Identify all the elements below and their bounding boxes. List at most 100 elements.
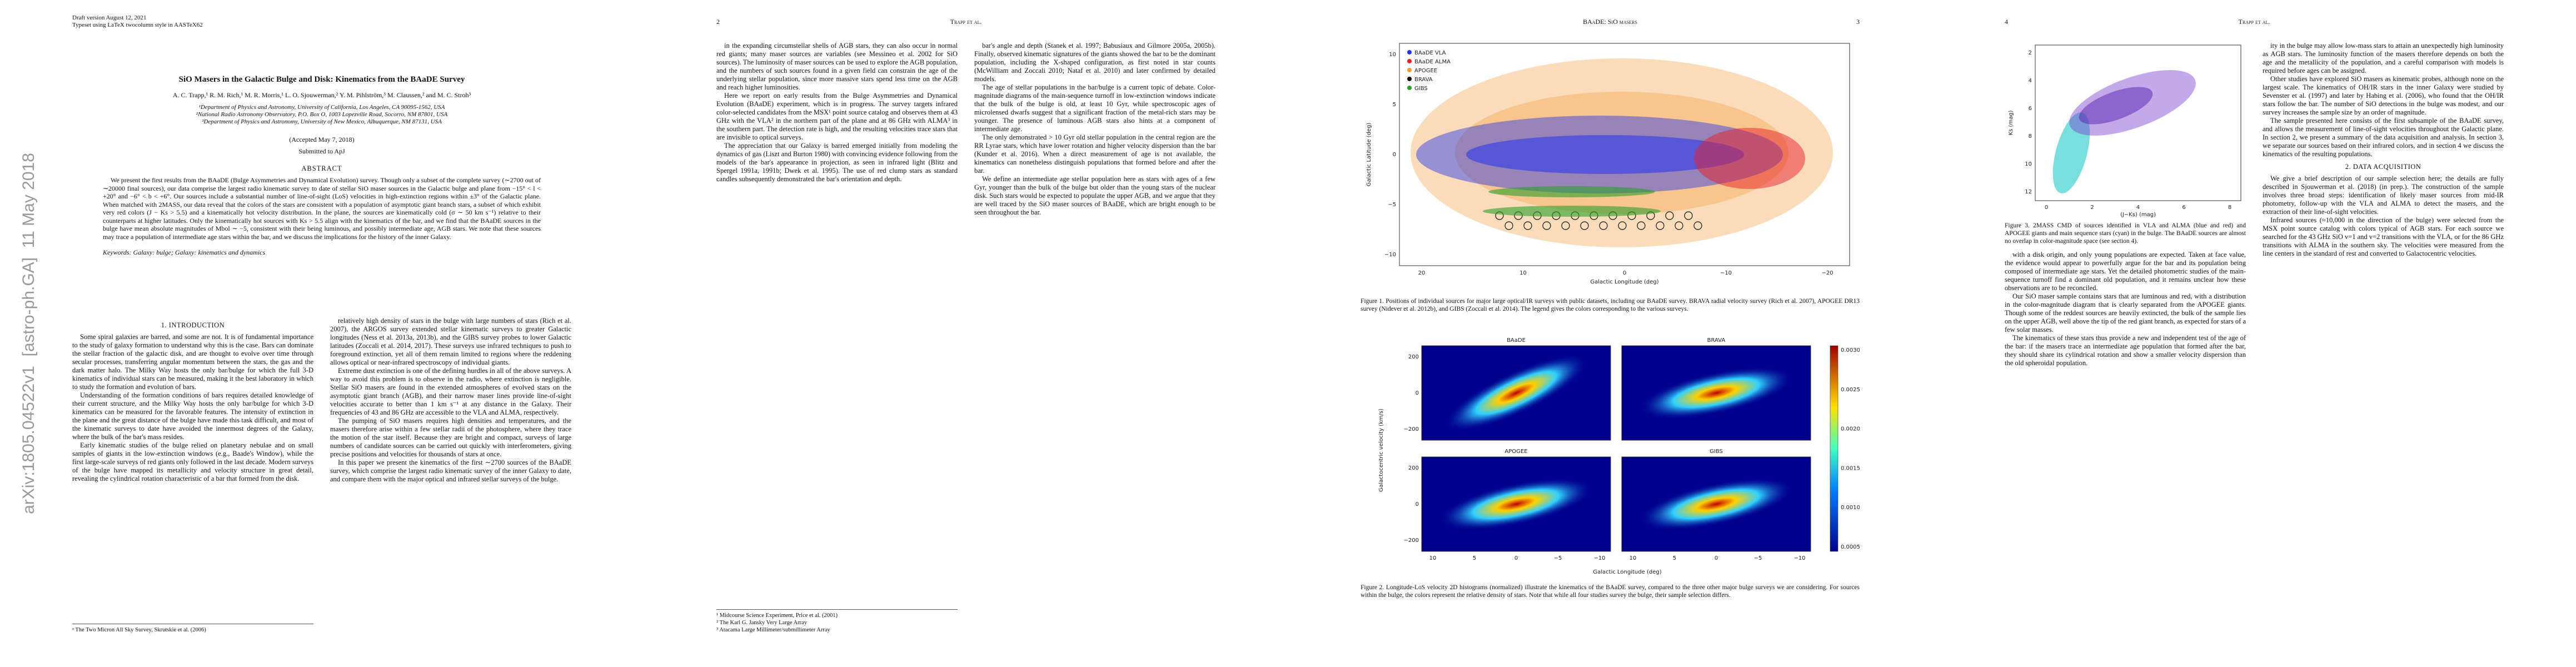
paragraph: Here we report on early results from the…: [716, 92, 958, 141]
running-head: Trapp et al.: [2238, 18, 2270, 26]
field-marker: [1504, 221, 1513, 230]
x-tick-label: 0: [1623, 270, 1626, 276]
legend-label: BRAVA: [1414, 77, 1433, 83]
body-columns: 1. INTRODUCTION Some spiral galaxies are …: [72, 317, 571, 634]
legend-label: GIBS: [1414, 86, 1428, 92]
x-tick-label: 5: [1473, 555, 1476, 561]
field-marker: [1618, 221, 1627, 230]
footnote: ³ Atacama Large Millimeter/submillimeter…: [716, 627, 830, 633]
paragraph: The sample presented here consists of th…: [2263, 117, 2504, 158]
paragraph: We give a brief description of our sampl…: [2263, 175, 2504, 216]
x-tick-label: 20: [1418, 270, 1426, 276]
body-columns: in the expanding circumstellar shells of…: [716, 42, 1215, 634]
figure-caption: Figure 1. Positions of individual source…: [1361, 298, 1860, 312]
legend-label: APOGEE: [1414, 68, 1437, 74]
x-tick-label: 4: [2136, 205, 2140, 211]
y-tick-label: 0: [1416, 390, 1419, 396]
field-marker: [1542, 221, 1551, 230]
section-heading: 2. DATA ACQUISITION: [2345, 163, 2421, 171]
paragraph: Early kinematic studies of the bulge rel…: [72, 441, 313, 482]
y-tick-label: −200: [1404, 426, 1419, 432]
paragraph: bar's angle and depth (Stanek et al. 199…: [974, 42, 1215, 83]
running-head: BAaDE: SiO masers: [1583, 18, 1637, 26]
typeset-note: Typeset using LaTeX twocolumn style in A…: [72, 22, 203, 28]
field-marker: [1684, 211, 1693, 220]
x-tick-label: 0: [1514, 555, 1518, 561]
page: BAaDE: SiO masers 3 BAaDE VLA BAaDE ALMA A…: [1288, 0, 1932, 667]
y-tick-label: 2: [2029, 50, 2032, 56]
y-tick-label: 200: [1408, 354, 1419, 360]
section-heading: 1. INTRODUCTION: [161, 321, 225, 329]
field-marker: [1675, 221, 1683, 230]
affiliations: ¹Department of Physics and Astronomy, Un…: [72, 104, 571, 126]
y-tick-label: 10: [1389, 52, 1396, 58]
legend-marker: [1407, 86, 1412, 90]
footnote: ¹ Midcourse Science Experiment, Price et…: [716, 609, 958, 619]
page-header: 4 Trapp et al.: [2005, 18, 2504, 26]
field-marker: [1580, 221, 1589, 230]
y-tick-label: −5: [1388, 202, 1396, 208]
density-region: [1438, 477, 1594, 531]
column: ity in the bulge may allow low-mass star…: [2263, 42, 2504, 634]
affiliation: ¹Department of Physics and Astronomy, Un…: [198, 104, 445, 111]
column: bar's angle and depth (Stanek et al. 199…: [974, 42, 1215, 634]
survey-region: [1466, 135, 1744, 174]
figure-1: BAaDE VLA BAaDE ALMA APOGEE BRAVA GIBS Galac…: [1366, 43, 1850, 285]
x-axis-label: (J−Ks) (mag): [2120, 212, 2156, 218]
y-tick-label: 12: [2025, 189, 2032, 195]
y-tick-label: −200: [1404, 537, 1419, 544]
colorbar-tick-label: 0.0020: [1841, 426, 1860, 432]
column: in the expanding circumstellar shells of…: [716, 42, 958, 634]
paragraph: Understanding of the formation condition…: [72, 391, 313, 441]
survey-region: [1694, 128, 1805, 189]
field-marker: [1561, 221, 1570, 230]
colorbar-tick-label: 0.0025: [1841, 387, 1860, 393]
legend-marker: [1407, 77, 1412, 81]
column: (J−Ks) (mag) Ks (mag) 0 2 4 6 8 2 4 6 8 10 12 Figu…: [2005, 42, 2246, 634]
paragraph: Our SiO maser sample contains stars that…: [2005, 292, 2246, 334]
arxiv-stamp: arXiv:1805.04522v1 [astro-ph.GA] 11 May …: [19, 153, 38, 514]
paragraph: The pumping of SiO masers requires high …: [330, 417, 571, 458]
paragraph: The kinematics of these stars thus provi…: [2005, 334, 2246, 367]
column: 1. INTRODUCTION Some spiral galaxies are …: [72, 317, 313, 634]
colorbar: [1830, 345, 1838, 552]
paragraph: ity in the bulge may allow low-mass star…: [2263, 42, 2504, 74]
x-tick-label: 10: [1519, 270, 1527, 276]
colorbar-tick-label: 0.0005: [1841, 544, 1860, 550]
x-tick-label: 5: [1673, 555, 1676, 561]
panel-title: GIBS: [1710, 449, 1723, 455]
y-axis-label: Galactocentric velocity (km/s): [1378, 409, 1384, 492]
survey-region: [1483, 206, 1661, 217]
x-tick-label: −5: [1554, 555, 1562, 561]
field-marker: [1637, 221, 1646, 230]
paragraph: The only demonstrated > 10 Gyr old stell…: [974, 133, 1215, 175]
x-tick-label: 8: [2228, 205, 2231, 211]
x-tick-label: 10: [1630, 555, 1637, 561]
abstract-heading: ABSTRACT: [301, 165, 342, 172]
y-tick-label: −10: [1384, 252, 1396, 258]
field-marker: [1665, 211, 1674, 220]
paragraph: with a disk origin, and only young popul…: [2005, 251, 2246, 292]
density-region: [2079, 87, 2153, 125]
page-header: 2 Trapp et al.: [716, 18, 1215, 26]
page-number: 2: [716, 18, 720, 26]
y-tick-label: 10: [2025, 161, 2032, 167]
y-tick-label: 200: [1408, 465, 1419, 471]
authors: A. C. Trapp,¹ R. M. Rich,¹ M. R. Morris,…: [172, 91, 471, 99]
panel-title: BRAVA: [1707, 337, 1726, 344]
field-marker: [1599, 221, 1608, 230]
footnote: ᵃ The Two Micron All Sky Survey, Skrutsk…: [72, 624, 313, 634]
panel-title: BAaDE: [1507, 337, 1526, 344]
survey-region: [1488, 186, 1655, 197]
abstract: We present the first results from the BA…: [103, 176, 541, 241]
y-tick-label: 8: [2029, 133, 2032, 140]
keywords: Keywords: Galaxy: bulge; Galaxy: kinemat…: [103, 248, 266, 256]
x-tick-label: 0: [1715, 555, 1718, 561]
x-tick-label: 10: [1429, 555, 1437, 561]
legend-marker: [1407, 59, 1412, 63]
y-tick-label: 5: [1393, 102, 1396, 108]
paragraph: Extreme dust extinction is one of the de…: [330, 367, 571, 416]
paragraph: Some spiral galaxies are barred, and som…: [72, 333, 313, 391]
paper-title: SiO Masers in the Galactic Bulge and Dis…: [178, 75, 465, 84]
